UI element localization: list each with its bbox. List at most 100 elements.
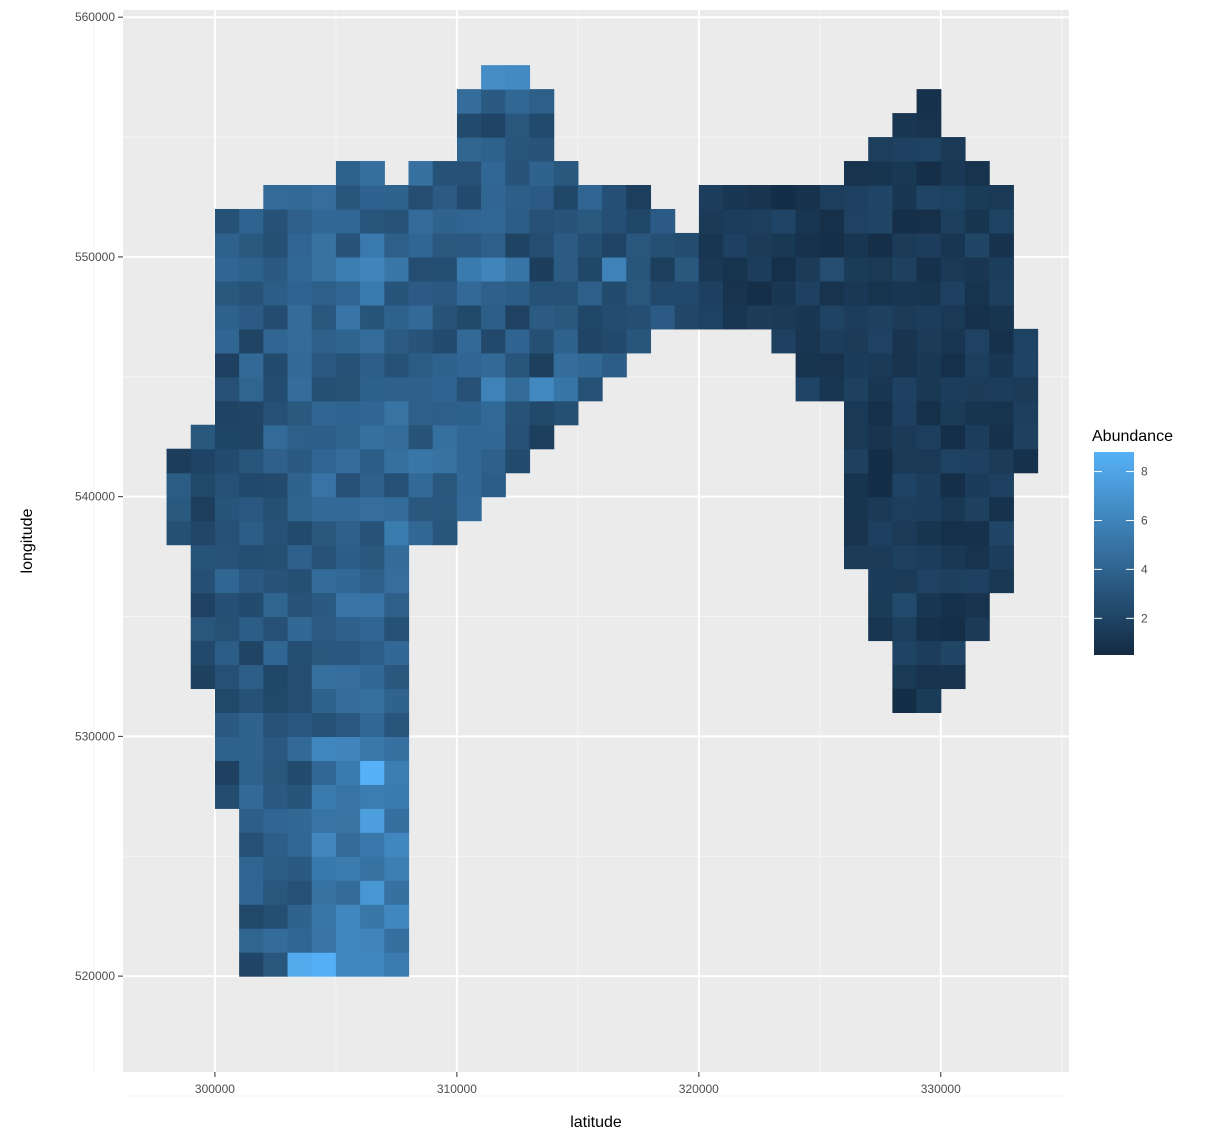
heatmap-tile: [360, 904, 385, 929]
x-tick-label: 330000: [921, 1082, 961, 1096]
heatmap-tile: [989, 496, 1014, 522]
heatmap-tile: [335, 808, 361, 833]
heatmap-tile: [771, 280, 797, 306]
heatmap-tile: [674, 280, 700, 306]
y-tick-label: 540000: [75, 490, 115, 504]
heatmap-tile: [335, 688, 361, 714]
heatmap-tile: [602, 208, 627, 234]
heatmap-tile: [940, 161, 966, 186]
heatmap-tile: [989, 328, 1014, 354]
heatmap-tile: [916, 113, 942, 138]
heatmap-tile: [505, 304, 531, 330]
heatmap-tile: [287, 472, 313, 498]
heatmap-tile: [263, 808, 289, 833]
heatmap-tile: [964, 568, 990, 594]
heatmap-tile: [456, 161, 482, 186]
heatmap-tile: [505, 65, 531, 90]
heatmap-tile: [214, 736, 240, 761]
heatmap-tile: [989, 232, 1014, 258]
heatmap-tile: [335, 256, 361, 282]
heatmap-tile: [287, 208, 313, 234]
heatmap-tile: [432, 232, 458, 258]
x-tick-label: 320000: [679, 1082, 719, 1096]
heatmap-tile: [432, 376, 458, 402]
heatmap-tile: [892, 640, 918, 666]
heatmap-tile: [553, 328, 579, 354]
heatmap-tile: [360, 856, 385, 881]
heatmap-tile: [723, 185, 748, 210]
heatmap-tile: [287, 784, 313, 809]
heatmap-tile: [747, 304, 773, 330]
heatmap-tile: [214, 760, 240, 785]
heatmap-tile: [360, 352, 385, 378]
heatmap-tile: [892, 304, 918, 330]
heatmap-tile: [964, 376, 990, 402]
heatmap-tile: [626, 280, 652, 306]
heatmap-tile: [940, 352, 966, 378]
heatmap-tile: [214, 328, 240, 354]
heatmap-tile: [940, 328, 966, 354]
heatmap-tile: [892, 592, 918, 618]
heatmap-tile: [916, 616, 942, 642]
heatmap-tile: [263, 448, 289, 474]
heatmap-tile: [408, 472, 434, 498]
heatmap-tile: [456, 113, 482, 138]
heatmap-tile: [843, 376, 869, 402]
heatmap-tile: [214, 376, 240, 402]
heatmap-tile: [263, 568, 289, 594]
heatmap-tile: [505, 424, 531, 450]
heatmap-tile: [602, 256, 627, 282]
heatmap-tile: [989, 256, 1014, 282]
heatmap-tile: [481, 376, 506, 402]
heatmap-tile: [456, 496, 482, 522]
heatmap-tile: [868, 185, 893, 210]
heatmap-tile: [940, 472, 966, 498]
heatmap-tile: [916, 568, 942, 594]
heatmap-tile: [843, 544, 869, 570]
heatmap-tile: [626, 304, 652, 330]
heatmap-tile: [239, 448, 264, 474]
heatmap-tile: [481, 113, 506, 138]
heatmap-tile: [190, 664, 216, 690]
heatmap-tile: [335, 232, 361, 258]
heatmap-tile: [263, 328, 289, 354]
heatmap-tile: [311, 328, 337, 354]
heatmap-tile: [263, 880, 289, 905]
heatmap-tile: [335, 832, 361, 857]
heatmap-tile: [360, 952, 385, 977]
heatmap-tile: [311, 664, 337, 690]
heatmap-tile: [190, 568, 216, 594]
heatmap-tile: [360, 616, 385, 642]
heatmap-tile: [263, 424, 289, 450]
heatmap-tile: [287, 760, 313, 785]
heatmap-tile: [964, 352, 990, 378]
heatmap-tile: [553, 352, 579, 378]
heatmap-tiles: [166, 65, 1039, 977]
heatmap-tile: [335, 592, 361, 618]
heatmap-tile: [335, 616, 361, 642]
heatmap-tile: [335, 544, 361, 570]
heatmap-tile: [335, 376, 361, 402]
heatmap-tile: [868, 568, 893, 594]
heatmap-tile: [795, 208, 821, 234]
heatmap-tile: [892, 520, 918, 546]
heatmap-tile: [1013, 376, 1039, 402]
heatmap-tile: [335, 736, 361, 761]
heatmap-tile: [916, 304, 942, 330]
heatmap-tile: [916, 664, 942, 690]
heatmap-tile: [505, 161, 531, 186]
heatmap-tile: [940, 616, 966, 642]
heatmap-tile: [432, 256, 458, 282]
heatmap-tile: [384, 568, 410, 594]
heatmap-tile: [602, 185, 627, 210]
heatmap-tile: [408, 328, 434, 354]
heatmap-tile: [795, 185, 821, 210]
heatmap-tile: [384, 280, 410, 306]
heatmap-tile: [916, 640, 942, 666]
heatmap-tile: [239, 592, 264, 618]
heatmap-tile: [239, 760, 264, 785]
heatmap-tile: [384, 928, 410, 953]
heatmap-tile: [263, 256, 289, 282]
heatmap-tile: [360, 760, 385, 785]
heatmap-tile: [214, 520, 240, 546]
